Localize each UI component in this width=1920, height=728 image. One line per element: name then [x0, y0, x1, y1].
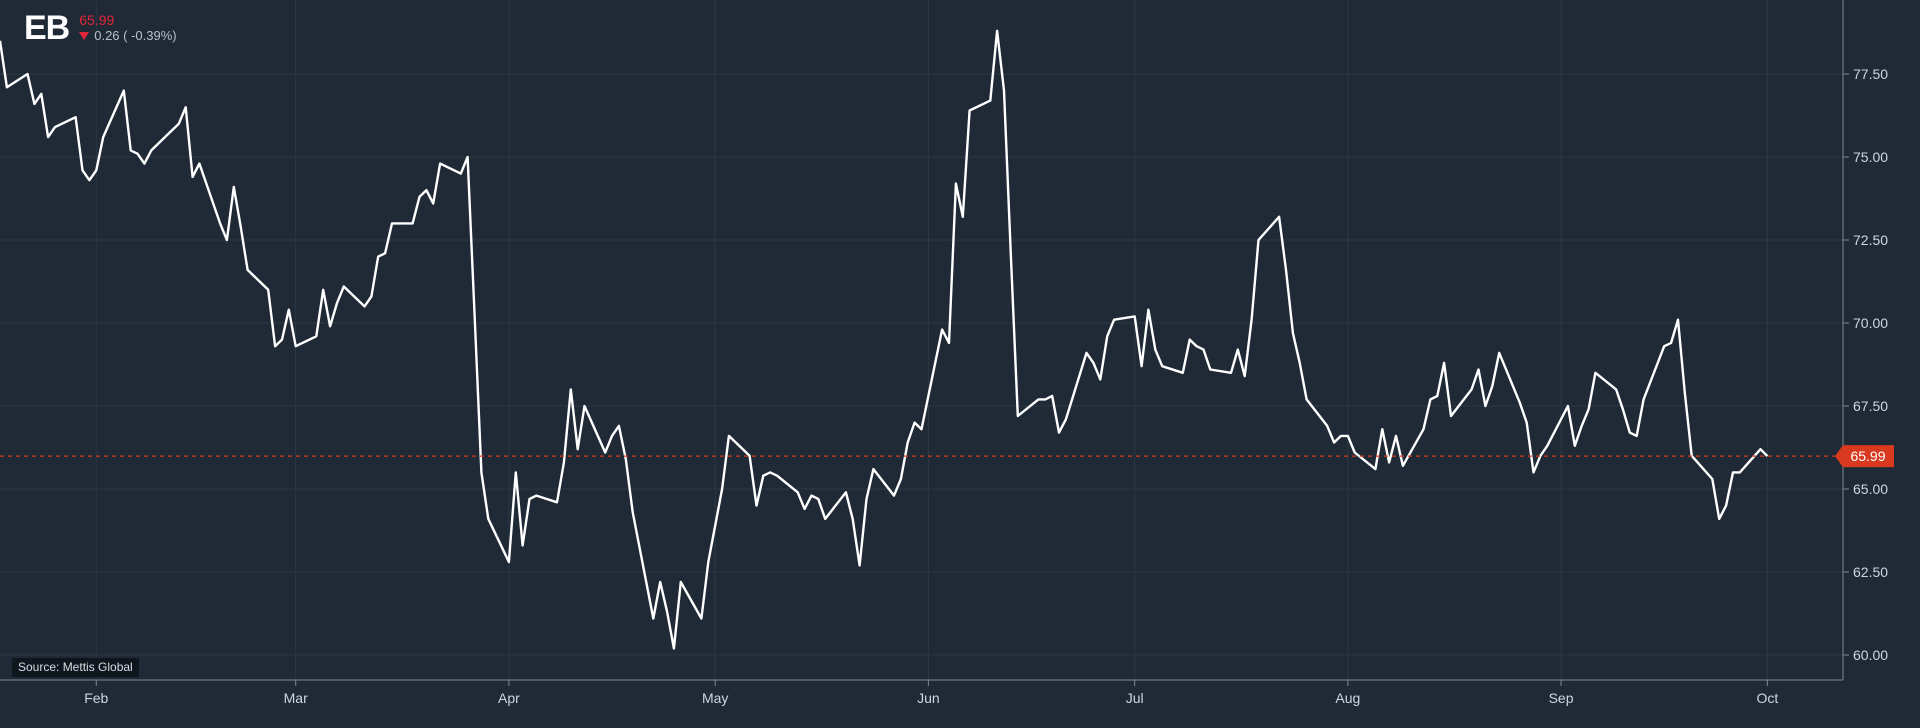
- y-tick-label: 60.00: [1853, 647, 1888, 663]
- x-tick-label: Mar: [284, 690, 308, 706]
- last-price-label: 65.99: [1850, 448, 1885, 464]
- current-price: 65.99: [79, 12, 115, 28]
- series-layer: [0, 29, 1769, 650]
- y-tick-label: 65.00: [1853, 481, 1888, 497]
- y-axis-labels: 60.00 62.50 65.00 67.50 70.00 72.50 75.00 77.50: [1853, 66, 1888, 663]
- x-tick-label: Apr: [498, 690, 520, 706]
- x-tick-label: Aug: [1335, 690, 1360, 706]
- triangle-down-icon: [79, 32, 90, 40]
- axes: [0, 0, 1849, 686]
- x-tick-label: Jul: [1126, 690, 1144, 706]
- ticker-header: EB 65.99 0.26 ( -0.39%): [24, 10, 177, 46]
- quote-block: 65.99 0.26 ( -0.39%): [79, 12, 177, 44]
- last-price-indicator: 65.99: [0, 445, 1894, 468]
- x-tick-label: Jun: [917, 690, 940, 706]
- y-tick-label: 75.00: [1853, 149, 1888, 165]
- gridlines: [0, 0, 1843, 680]
- ticker-symbol: EB: [24, 9, 70, 47]
- y-tick-label: 62.50: [1853, 564, 1888, 580]
- y-tick-label: 77.50: [1853, 66, 1888, 82]
- x-tick-label: Oct: [1756, 690, 1778, 706]
- y-tick-label: 72.50: [1853, 232, 1888, 248]
- x-tick-label: Feb: [84, 690, 108, 706]
- price-change: 0.26 ( -0.39%): [94, 28, 177, 43]
- price-line: [0, 29, 1769, 650]
- x-tick-label: May: [702, 690, 728, 706]
- x-tick-label: Sep: [1549, 690, 1574, 706]
- source-label: Source: Mettis Global: [12, 658, 139, 677]
- x-axis-labels: Feb Mar Apr May Jun Jul Aug Sep Oct: [84, 690, 1778, 706]
- y-tick-label: 70.00: [1853, 315, 1888, 331]
- price-change-row: 0.26 ( -0.39%): [79, 28, 177, 44]
- y-tick-label: 67.50: [1853, 398, 1888, 414]
- last-price-tag: [1835, 445, 1894, 468]
